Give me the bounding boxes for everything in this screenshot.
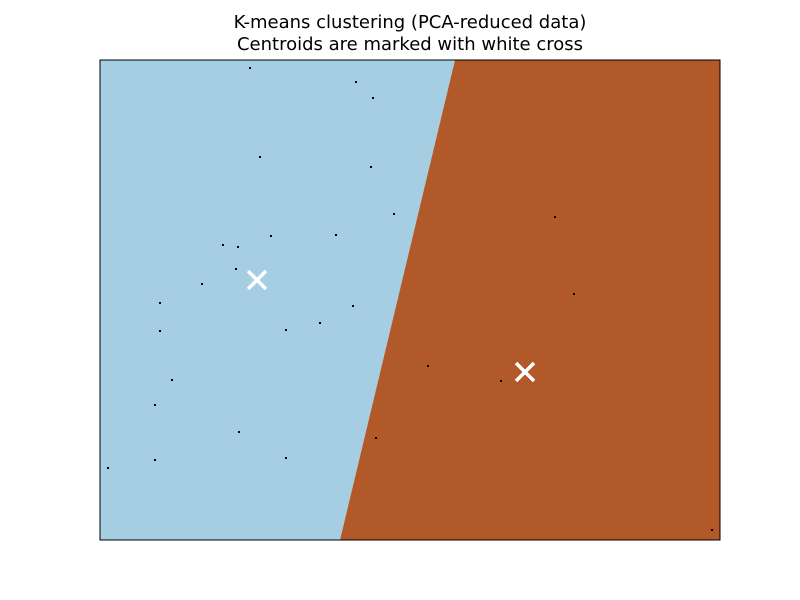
centroid-markers <box>246 269 536 383</box>
data-point <box>285 457 287 459</box>
chart-title: K-means clustering (PCA-reduced data) <box>233 12 587 33</box>
data-point <box>201 283 203 285</box>
data-point <box>554 216 556 218</box>
data-point <box>375 437 377 439</box>
data-point <box>370 166 372 168</box>
data-point <box>238 431 240 433</box>
data-point <box>249 67 251 69</box>
data-point <box>319 322 321 324</box>
centroid-stroke <box>246 269 268 291</box>
data-point <box>285 329 287 331</box>
data-point <box>159 330 161 332</box>
chart-subtitle: Centroids are marked with white cross <box>236 34 584 55</box>
data-point <box>270 235 272 237</box>
data-point <box>393 213 395 215</box>
data-points <box>107 67 713 531</box>
data-point <box>222 244 224 246</box>
data-point <box>159 302 161 304</box>
data-point <box>171 379 173 381</box>
data-point <box>237 246 239 248</box>
data-point <box>259 156 261 158</box>
centroid-stroke <box>514 361 536 383</box>
region-cluster-1 <box>340 60 720 540</box>
data-point <box>154 404 156 406</box>
data-point <box>335 234 337 236</box>
plot-frame <box>99 59 721 541</box>
region-cluster-0 <box>100 60 455 540</box>
data-point <box>352 305 354 307</box>
data-point <box>573 293 575 295</box>
centroid-cross-0 <box>246 269 268 291</box>
data-point <box>355 81 357 83</box>
data-point <box>500 380 502 382</box>
data-point <box>372 97 374 99</box>
data-point <box>711 529 713 531</box>
data-point <box>235 268 237 270</box>
data-point <box>154 459 156 461</box>
chart-title-block: K-means clustering (PCA-reduced data) Ce… <box>0 12 800 56</box>
data-point <box>107 467 109 469</box>
decision-regions <box>100 60 720 540</box>
centroid-cross-1 <box>514 361 536 383</box>
data-point <box>427 365 429 367</box>
